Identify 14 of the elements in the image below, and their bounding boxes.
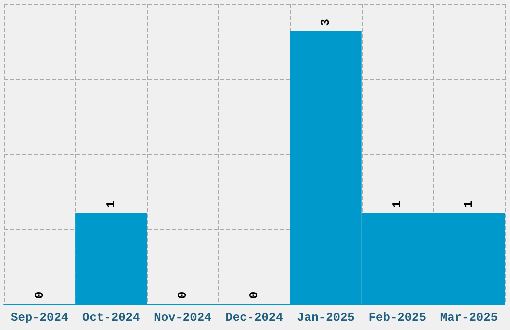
- x-tick-label: Sep-2024: [10, 311, 69, 325]
- x-tick-label: Dec-2024: [226, 311, 284, 325]
- x-tick-label: Jan-2025: [297, 311, 355, 325]
- data-label: 3: [319, 19, 334, 26]
- x-tick-label: Feb-2025: [368, 311, 426, 325]
- data-label: 1: [462, 200, 476, 208]
- data-label: 0: [176, 292, 190, 299]
- x-tick-label: Mar-2025: [440, 311, 498, 325]
- data-label: 1: [104, 200, 118, 208]
- x-tick-label: Nov-2024: [154, 311, 212, 325]
- x-tick-label: Oct-2024: [82, 311, 140, 325]
- data-label: 0: [248, 292, 262, 299]
- data-label: 1: [390, 200, 405, 208]
- data-label: 0: [32, 292, 47, 299]
